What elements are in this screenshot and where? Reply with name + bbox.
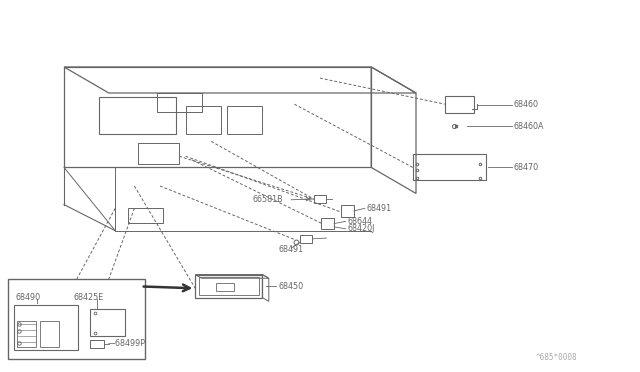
Bar (99, 97, 176, 134)
Bar (128, 208, 163, 223)
Bar (341, 205, 354, 217)
Bar (8, 279, 145, 359)
Bar (300, 235, 312, 243)
Text: 68420J: 68420J (348, 224, 375, 233)
Text: 68460: 68460 (514, 100, 539, 109)
Text: 68491: 68491 (367, 204, 392, 213)
Bar (17, 321, 36, 347)
Text: 66581B: 66581B (253, 195, 284, 204)
Bar (216, 283, 234, 291)
Bar (138, 143, 179, 164)
Bar (227, 106, 262, 134)
Bar (186, 106, 221, 134)
Bar (90, 309, 125, 336)
Text: 68491: 68491 (278, 245, 303, 254)
Bar (195, 275, 262, 298)
Text: ^685*0008: ^685*0008 (536, 353, 578, 362)
Text: 68450: 68450 (278, 282, 303, 291)
Bar (157, 93, 202, 112)
Text: 68490: 68490 (16, 293, 41, 302)
Text: —68499P: —68499P (108, 339, 145, 348)
Text: 68425E: 68425E (74, 293, 104, 302)
Bar (413, 154, 486, 180)
Bar (40, 321, 59, 347)
Bar (14, 305, 78, 350)
Text: 68460A: 68460A (514, 122, 545, 131)
Text: 68644: 68644 (348, 217, 372, 226)
Text: 68470: 68470 (514, 163, 539, 172)
Bar (199, 277, 259, 295)
Bar (90, 340, 104, 348)
Bar (321, 218, 334, 229)
Bar (314, 195, 326, 203)
Bar (445, 96, 474, 113)
